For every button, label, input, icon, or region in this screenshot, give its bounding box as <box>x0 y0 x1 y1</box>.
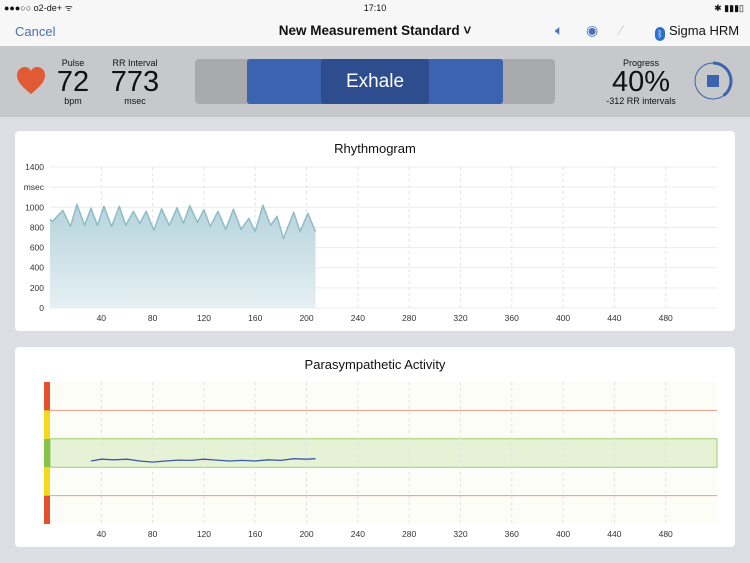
x-tick-label: 200 <box>299 313 313 323</box>
zone-indicator <box>44 467 50 496</box>
wand-icon[interactable]: ⁄ <box>620 22 623 38</box>
progress-value: 40% <box>611 66 671 98</box>
x-tick-label: 160 <box>248 313 262 323</box>
x-tick-label: 120 <box>197 529 211 539</box>
x-tick-label: 320 <box>453 313 467 323</box>
nav-bar: Cancel New Measurement Standard ˅ 🔈︎ ◉ ⁄… <box>0 16 750 47</box>
activity-line <box>90 458 316 463</box>
progress-sub: -312 RR intervals <box>606 96 676 106</box>
x-tick-label: 360 <box>505 313 519 323</box>
x-tick-label: 480 <box>659 313 673 323</box>
rr-unit: msec <box>124 96 146 106</box>
x-tick-label: 80 <box>148 529 158 539</box>
rhythmogram-chart: 0 200 400 600 800 1000 msec 1400 40 80 120 160 200 24… <box>24 162 717 323</box>
zone-indicator <box>44 438 50 468</box>
rhythmogram-card: Rhythmogram 0 200 400 600 800 1000 msec 1400 40 8… <box>15 131 735 331</box>
pulse-label: Pulse <box>61 58 85 68</box>
progress-ring <box>712 61 733 97</box>
x-tick-label: 120 <box>197 313 211 323</box>
rr-label: RR Interval <box>112 58 158 68</box>
parasympathetic-card: Parasympathetic Activity 40 80 120 160 200 24… <box>15 347 735 547</box>
x-tick-label: 40 <box>97 529 107 539</box>
breath-phase: Exhale <box>345 71 405 92</box>
x-tick-label: 440 <box>607 313 621 323</box>
device-button[interactable]: ᛒ Sigma HRM <box>655 23 739 41</box>
x-tick-label: 240 <box>351 313 365 323</box>
y-tick-label: 200 <box>30 283 44 293</box>
x-tick-label: 400 <box>556 313 570 323</box>
parasympathetic-chart: 40 80 120 160 200 240 280 320 360 400 440 480 <box>44 382 718 539</box>
progress-label: Progress <box>622 58 659 68</box>
x-tick-label: 480 <box>659 529 673 539</box>
eye-icon[interactable]: ◉ <box>586 22 599 38</box>
rhythmogram-title: Rhythmogram <box>334 141 416 156</box>
y-tick-label: 800 <box>30 222 44 232</box>
y-tick-label: 1000 <box>25 202 44 212</box>
x-tick-label: 320 <box>453 529 467 539</box>
battery-icon: ✱ ▮▮▮▯ <box>714 3 744 13</box>
stop-icon <box>707 75 719 87</box>
carrier: ●●●○○ o2-de+ ᯤ <box>4 3 73 13</box>
y-tick-label: 600 <box>30 243 44 253</box>
zone-indicator <box>44 410 50 439</box>
parasympathetic-title: Parasympathetic Activity <box>304 357 446 372</box>
breathing-guide: Exhale <box>195 59 555 104</box>
x-tick-label: 280 <box>402 529 416 539</box>
pulse-unit: bpm <box>64 96 82 106</box>
x-tick-label: 400 <box>556 529 570 539</box>
cancel-button[interactable]: Cancel <box>15 24 56 39</box>
bluetooth-icon: ᛒ <box>655 27 665 41</box>
pulse-value: 72 <box>56 66 90 98</box>
metrics-panel: Pulse 72 bpm RR Interval 773 msec Exhale… <box>0 47 750 117</box>
rr-area <box>50 204 316 308</box>
x-tick-label: 280 <box>402 313 416 323</box>
device-name: Sigma HRM <box>669 23 740 38</box>
x-tick-label: 200 <box>299 529 313 539</box>
y-tick-label: msec <box>24 182 45 192</box>
zone-indicator <box>44 495 50 524</box>
x-tick-label: 440 <box>607 529 621 539</box>
y-tick-label: 0 <box>39 303 44 313</box>
x-tick-label: 80 <box>148 313 158 323</box>
speaker-icon[interactable]: 🔈︎ <box>555 22 564 38</box>
y-tick-label: 1400 <box>25 162 44 172</box>
clock: 17:10 <box>363 3 387 13</box>
x-tick-label: 40 <box>97 313 107 323</box>
zone-indicator <box>44 382 50 411</box>
rr-value: 773 <box>110 66 160 98</box>
status-bar: ●●●○○ o2-de+ ᯤ 17:10 ✱ ▮▮▮▯ <box>0 0 750 16</box>
measurement-type-dropdown[interactable]: New Measurement Standard ˅ <box>278 23 472 38</box>
x-tick-label: 160 <box>248 529 262 539</box>
y-tick-label: 400 <box>30 263 44 273</box>
x-tick-label: 240 <box>351 529 365 539</box>
x-tick-label: 360 <box>505 529 519 539</box>
heart-icon <box>17 67 45 94</box>
green-zone <box>49 438 718 468</box>
stop-button[interactable] <box>693 61 733 101</box>
rr-line <box>49 203 317 240</box>
